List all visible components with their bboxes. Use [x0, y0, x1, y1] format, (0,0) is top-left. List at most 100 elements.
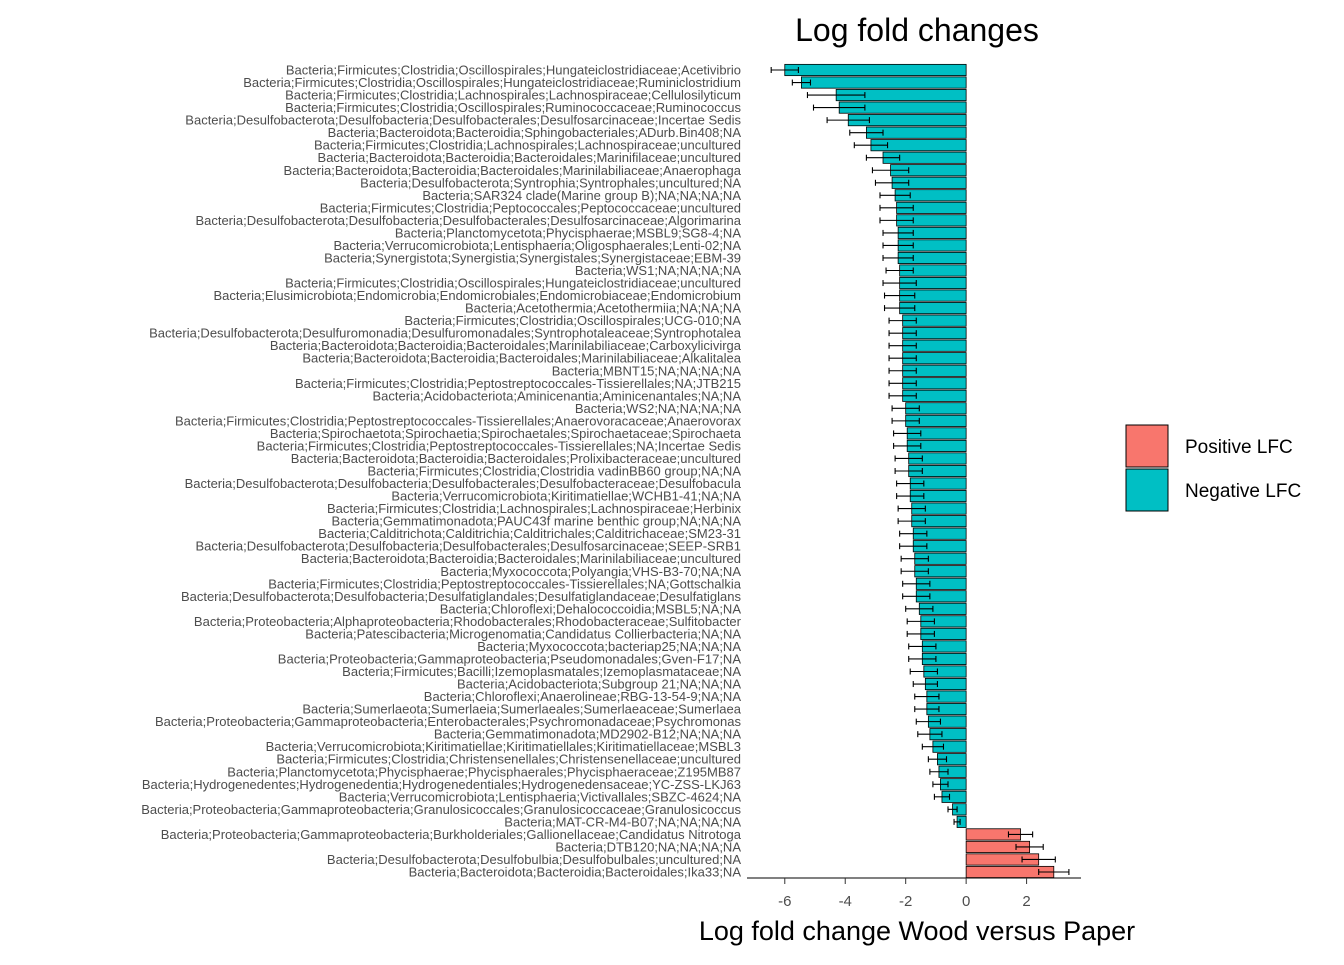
error-bar-1 — [791, 79, 812, 86]
legend-label: Positive LFC — [1185, 437, 1293, 458]
error-bar-34 — [896, 493, 925, 500]
error-bar-10 — [879, 192, 911, 199]
error-bar-33 — [896, 480, 925, 487]
y-tick-label: Bacteria;Firmicutes;Clostridia;Oscillosp… — [243, 75, 741, 90]
y-tick-label: Bacteria;Calditrichota;Calditrichia;Cald… — [318, 526, 741, 541]
y-tick-label: Bacteria;Desulfobacterota;Desulfobacteri… — [185, 476, 742, 491]
error-bar-35 — [897, 505, 926, 512]
y-tick-label: Bacteria;Firmicutes;Clostridia;Lachnospi… — [314, 138, 741, 153]
error-bar-32 — [894, 468, 923, 474]
y-tick-label: Bacteria;Firmicutes;Clostridia;Oscillosp… — [285, 100, 741, 115]
chart-title: Log fold changes — [795, 12, 1039, 48]
y-tick-label: Bacteria;Firmicutes;Clostridia;Peptostre… — [175, 413, 741, 428]
error-bar-45 — [906, 630, 935, 637]
error-bar-25 — [888, 380, 917, 387]
y-tick-label: Bacteria;Firmicutes;Clostridia;Lachnospi… — [327, 501, 742, 516]
error-bar-11 — [879, 204, 914, 211]
error-bar-48 — [909, 668, 938, 675]
y-tick-label: Bacteria;Bacteroidota;Bacteroidia;Sphing… — [328, 125, 742, 140]
x-tick-label: -6 — [778, 893, 791, 910]
error-bar-0 — [770, 67, 799, 73]
error-bar-24 — [888, 367, 917, 374]
y-tick-labels: Bacteria;Firmicutes;Clostridia;Oscillosp… — [141, 63, 742, 880]
error-bar-42 — [902, 593, 931, 600]
y-tick-label: Bacteria;Verrucomicrobiota;Lentisphaeria… — [339, 789, 742, 804]
bar-1 — [801, 76, 967, 89]
error-bar-23 — [888, 355, 917, 362]
y-tick-label: Bacteria;Synergistota;Synergistia;Synerg… — [324, 250, 741, 265]
error-bar-56 — [929, 768, 949, 775]
y-tick-label: Bacteria;Bacteroidota;Bacteroidia;Bacter… — [284, 163, 742, 178]
y-tick-label: Bacteria;Proteobacteria;Gammaproteobacte… — [155, 714, 742, 729]
y-tick-label: Bacteria;Desulfobacterota;Syntrophia;Syn… — [360, 175, 741, 190]
error-bar-19 — [883, 305, 916, 312]
bar-0 — [784, 63, 967, 77]
y-tick-label: Bacteria;Gemmatimonadota;PAUC43f marine … — [332, 514, 742, 529]
error-bar-64 — [1038, 869, 1070, 875]
y-tick-label: Bacteria;Desulfobacterota;Desulfobacteri… — [185, 113, 741, 128]
bars-layer — [784, 63, 1055, 879]
error-bar-36 — [897, 518, 926, 525]
y-tick-label: Bacteria;Proteobacteria;Gammaproteobacte… — [161, 827, 742, 842]
error-bar-49 — [912, 681, 938, 688]
y-tick-label: Bacteria;Planctomycetota;Phycisphaerae;M… — [395, 225, 741, 240]
legend-swatch — [1125, 424, 1169, 468]
y-tick-label: Bacteria;MAT-CR-M4-B07;NA;NA;NA;NA — [504, 814, 741, 829]
error-bar-50 — [914, 693, 940, 700]
error-bar-9 — [874, 179, 910, 186]
y-tick-label: Bacteria;Desulfobacterota;Desulfobacteri… — [181, 589, 742, 604]
x-tick-label: -2 — [899, 893, 912, 910]
error-bar-29 — [893, 430, 922, 437]
x-axis-ticks: -6 -4 -2 0 2 — [778, 878, 1031, 910]
y-tick-label: Bacteria;Bacteroidota;Bacteroidia;Bacter… — [270, 338, 742, 353]
y-tick-label: Bacteria;Spirochaetota;Spirochaetia;Spir… — [270, 426, 742, 441]
y-tick-label: Bacteria;Firmicutes;Clostridia;Peptostre… — [257, 438, 742, 453]
y-tick-label: Bacteria;Planctomycetota;Phycisphaerae;P… — [227, 764, 741, 779]
y-tick-label: Bacteria;Bacteroidota;Bacteroidia;Bacter… — [301, 551, 741, 566]
x-tick-label: -4 — [839, 893, 852, 910]
error-bar-57 — [932, 781, 949, 788]
error-bar-43 — [905, 605, 934, 612]
error-bar-13 — [882, 229, 914, 236]
error-bar-14 — [882, 242, 914, 249]
y-tick-label: Bacteria;Bacteroidota;Bacteroidia;Bacter… — [302, 351, 741, 366]
y-tick-label: Bacteria;SAR324 clade(Marine group B);NA… — [422, 188, 741, 203]
y-tick-label: Bacteria;Desulfobacterota;Desulfuromonad… — [149, 326, 742, 341]
error-bar-3 — [812, 104, 866, 111]
y-tick-label: Bacteria;Elusimicrobiota;Endomicrobia;En… — [214, 288, 741, 303]
y-tick-label: Bacteria;Patescibacteria;Microgenomatia;… — [305, 626, 741, 641]
y-tick-label: Bacteria;Firmicutes;Clostridia;Oscillosp… — [404, 313, 741, 328]
error-bar-4 — [826, 117, 870, 124]
y-tick-label: Bacteria;Firmicutes;Clostridia;Peptostre… — [295, 376, 741, 391]
error-bar-22 — [888, 342, 917, 349]
error-bar-52 — [915, 718, 941, 725]
y-tick-label: Bacteria;Verrucomicrobiota;Kiritimatiell… — [391, 489, 741, 504]
y-tick-label: Bacteria;WS1;NA;NA;NA;NA — [575, 263, 741, 278]
y-tick-label: Bacteria;Chloroflexi;Dehalococcoidia;MSB… — [440, 601, 742, 616]
y-tick-label: Bacteria;Firmicutes;Clostridia;Clostridi… — [367, 464, 741, 479]
y-tick-label: Bacteria;Chloroflexi;Anaerolineae;RBG-13… — [424, 689, 742, 704]
error-bar-51 — [914, 706, 940, 713]
y-tick-label: Bacteria;Proteobacteria;Alphaproteobacte… — [194, 614, 742, 629]
y-tick-label: Bacteria;Sumerlaeota;Sumerlaeia;Sumerlae… — [302, 702, 741, 717]
error-bar-17 — [882, 280, 917, 287]
error-bar-26 — [888, 392, 917, 399]
legend-label: Negative LFC — [1185, 481, 1301, 502]
error-bar-2 — [806, 92, 866, 99]
y-tick-label: Bacteria;Acetothermia;Acetothermiia;NA;N… — [465, 301, 741, 316]
error-bar-15 — [882, 254, 914, 261]
error-bar-6 — [853, 142, 889, 149]
y-tick-label: Bacteria;Firmicutes;Clostridia;Christens… — [276, 752, 741, 767]
error-bar-53 — [917, 731, 943, 738]
y-tick-label: Bacteria;Acidobacteriota;Subgroup 21;NA;… — [457, 677, 741, 692]
x-tick-label: 0 — [962, 893, 970, 910]
error-bar-12 — [879, 217, 914, 224]
y-tick-label: Bacteria;WS2;NA;NA;NA;NA — [575, 401, 741, 416]
error-bars-layer — [770, 67, 1070, 875]
error-bar-16 — [885, 267, 914, 274]
error-bar-18 — [883, 292, 916, 299]
error-bar-59 — [947, 806, 958, 813]
error-bar-61 — [1007, 831, 1034, 838]
